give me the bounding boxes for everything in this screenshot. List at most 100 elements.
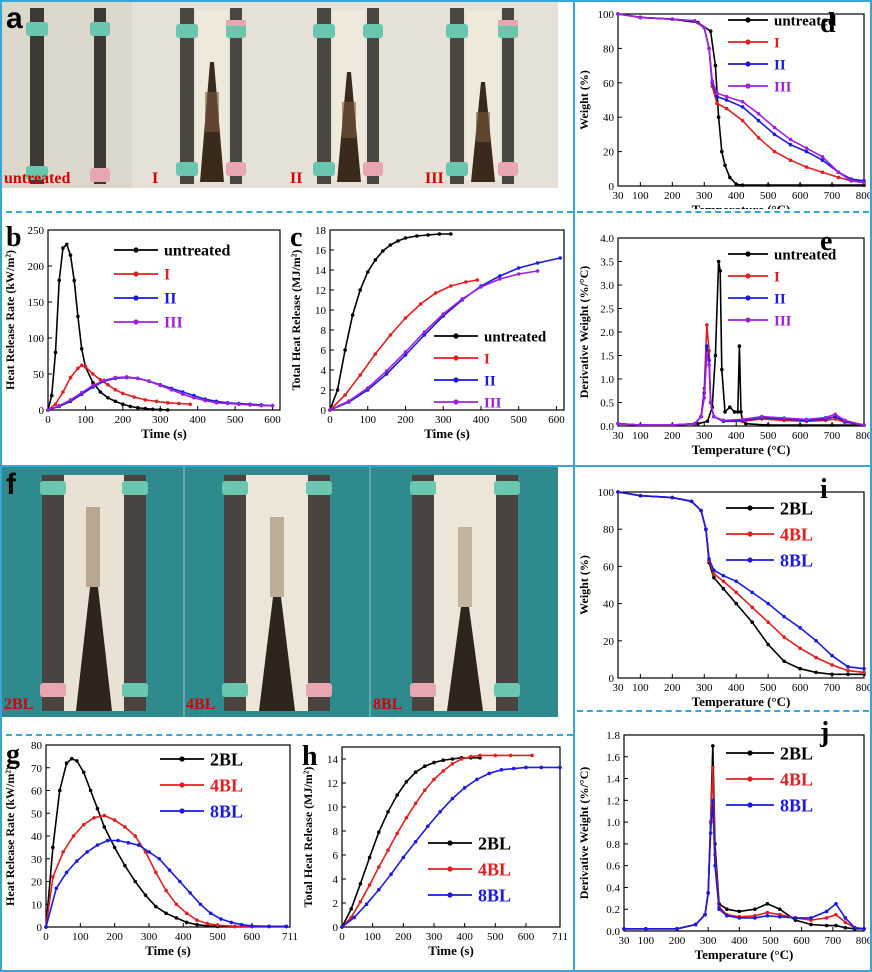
data-point-8BL xyxy=(462,786,467,790)
data-point-4BL xyxy=(422,788,427,792)
photo-f-label-4BL: 4BL xyxy=(186,696,216,713)
data-point-III xyxy=(843,418,847,423)
data-point-2BL xyxy=(376,830,381,834)
x-tick-label: 100 xyxy=(632,682,649,694)
data-point-4BL xyxy=(530,753,534,758)
data-point-8BL xyxy=(75,859,79,863)
series-line-4BL xyxy=(617,491,865,674)
data-point-8BL xyxy=(450,796,455,801)
x-tick-label: 300 xyxy=(696,682,713,694)
data-point-III xyxy=(707,363,711,367)
data-point-III xyxy=(849,179,854,183)
data-point-II xyxy=(558,256,563,260)
y-tick-label: 4.0 xyxy=(600,233,614,245)
legend-label-8BL: 8BL xyxy=(780,550,813,570)
data-point-untreated xyxy=(53,350,58,355)
data-point-8BL xyxy=(711,798,715,803)
data-point-III xyxy=(328,408,332,412)
data-point-8BL xyxy=(782,614,786,619)
data-point-2BL xyxy=(358,882,363,886)
data-point-4BL xyxy=(133,834,138,838)
data-point-untreated xyxy=(705,419,710,424)
data-point-III xyxy=(740,99,745,104)
data-point-III xyxy=(670,423,675,427)
data-point-8BL xyxy=(753,916,757,920)
series-line-4BL xyxy=(45,814,287,928)
x-tick-label: 400 xyxy=(728,430,745,442)
data-point-8BL xyxy=(219,917,223,921)
data-point-II xyxy=(535,261,540,265)
y-tick-label: 80 xyxy=(603,43,615,55)
data-point-III xyxy=(46,408,50,412)
x-tick-label: 200 xyxy=(395,931,412,943)
data-point-2BL xyxy=(413,770,418,774)
legend-label-8BL: 8BL xyxy=(780,795,813,815)
data-point-8BL xyxy=(717,907,721,912)
x-tick-label: 0 xyxy=(339,931,345,943)
data-point-III xyxy=(68,398,73,402)
data-point-untreated xyxy=(61,246,65,250)
plot-area-h xyxy=(341,746,561,928)
data-point-2BL xyxy=(349,907,353,911)
data-point-untreated xyxy=(734,182,739,187)
data-point-4BL xyxy=(232,924,237,929)
data-point-8BL xyxy=(622,927,626,931)
y-tick-label: 40 xyxy=(31,831,43,843)
y-tick-label: 1.0 xyxy=(600,374,614,386)
y-tick-label: 40 xyxy=(603,599,615,611)
data-point-untreated xyxy=(91,380,95,385)
x-tick-label: 200 xyxy=(669,935,686,947)
data-point-untreated xyxy=(128,404,133,409)
data-point-untreated xyxy=(136,406,140,410)
data-point-8BL xyxy=(284,924,289,929)
x-axis-label: Time (s) xyxy=(424,426,470,441)
data-point-8BL xyxy=(54,886,59,891)
data-point-4BL xyxy=(71,834,76,838)
series-line-II xyxy=(617,13,865,182)
x-tick-label: 30 xyxy=(613,430,625,442)
data-point-8BL xyxy=(188,891,192,895)
data-point-8BL xyxy=(136,843,141,847)
data-point-II xyxy=(756,118,761,123)
y-tick-label: 18 xyxy=(315,225,327,237)
x-tick-label: 400 xyxy=(728,682,745,694)
data-point-8BL xyxy=(708,831,713,835)
y-tick-label: 8 xyxy=(333,826,339,838)
x-tick-label: 600 xyxy=(244,931,261,943)
legend-label-untreated: untreated xyxy=(774,247,837,263)
x-axis-label: Time (s) xyxy=(141,426,187,441)
legend-marker-2BL xyxy=(179,756,185,762)
data-point-4BL xyxy=(834,912,838,917)
data-point-2BL xyxy=(422,764,427,768)
data-point-4BL xyxy=(404,816,409,820)
legend-label-8BL: 8BL xyxy=(478,885,511,905)
data-point-2BL xyxy=(195,922,199,927)
data-point-III xyxy=(147,379,151,383)
data-point-III xyxy=(836,170,841,175)
legend-label-4BL: 4BL xyxy=(210,775,243,795)
legend-label-I: I xyxy=(774,35,780,51)
data-point-untreated xyxy=(798,423,802,427)
data-point-untreated xyxy=(732,410,737,414)
legend-marker-untreated xyxy=(745,251,751,257)
y-axis-label: Derivative Weight (%/°C) xyxy=(577,767,591,900)
dash-right-top xyxy=(577,211,869,213)
data-point-untreated xyxy=(403,236,408,240)
data-point-I xyxy=(113,388,118,392)
data-point-untreated xyxy=(718,269,723,273)
data-point-2BL xyxy=(734,601,739,606)
x-axis-label: Time (s) xyxy=(145,943,191,958)
x-tick-label: 100 xyxy=(359,414,376,426)
data-point-8BL xyxy=(352,915,357,920)
data-point-II xyxy=(403,353,408,357)
data-point-III xyxy=(804,417,809,422)
data-point-III xyxy=(422,330,427,334)
legend-label-2BL: 2BL xyxy=(210,749,243,769)
data-point-4BL xyxy=(830,663,834,667)
photo-panel-a xyxy=(2,2,558,188)
data-point-8BL xyxy=(126,841,131,845)
data-point-II xyxy=(384,372,389,376)
data-point-4BL xyxy=(765,910,770,915)
data-point-2BL xyxy=(112,845,117,850)
data-point-8BL xyxy=(778,915,782,919)
